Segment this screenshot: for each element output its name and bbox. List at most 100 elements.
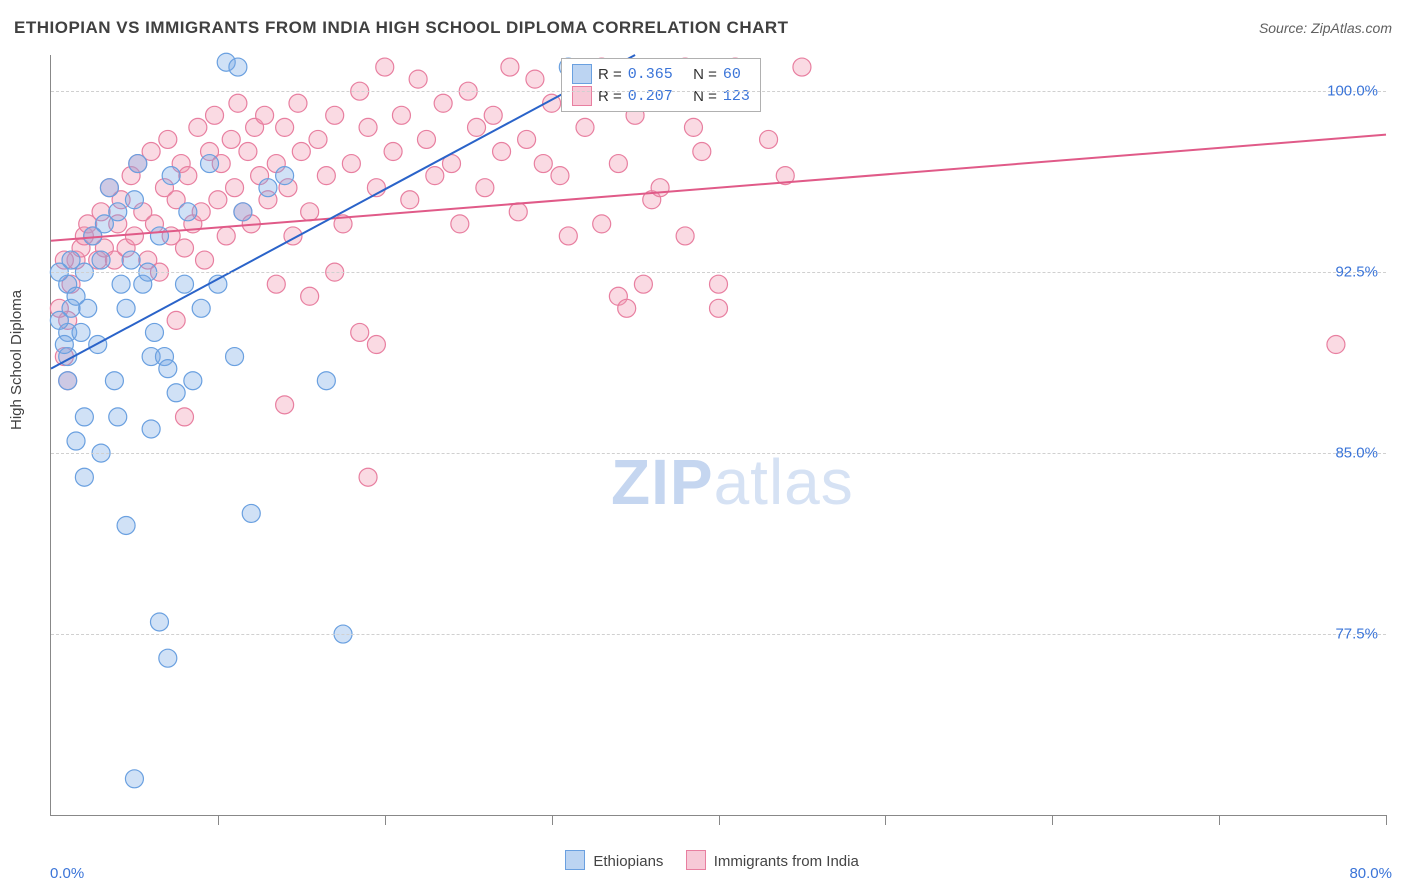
data-point bbox=[359, 118, 377, 136]
data-point bbox=[239, 143, 257, 161]
x-tick bbox=[1052, 815, 1053, 825]
n-value-india: 123 bbox=[723, 88, 750, 105]
data-point bbox=[150, 227, 168, 245]
data-point bbox=[317, 167, 335, 185]
data-point bbox=[417, 130, 435, 148]
data-point bbox=[684, 118, 702, 136]
x-label-min: 0.0% bbox=[50, 865, 84, 882]
x-tick bbox=[552, 815, 553, 825]
swatch-india bbox=[572, 86, 592, 106]
data-point bbox=[59, 372, 77, 390]
data-point bbox=[409, 70, 427, 88]
data-point bbox=[117, 516, 135, 534]
y-tick-label: 77.5% bbox=[1335, 626, 1378, 643]
data-point bbox=[100, 179, 118, 197]
grid-line bbox=[51, 272, 1386, 273]
x-tick bbox=[218, 815, 219, 825]
data-point bbox=[222, 130, 240, 148]
data-point bbox=[392, 106, 410, 124]
data-point bbox=[760, 130, 778, 148]
grid-line bbox=[51, 634, 1386, 635]
data-point bbox=[276, 118, 294, 136]
data-point bbox=[518, 130, 536, 148]
source-label: Source: ZipAtlas.com bbox=[1259, 20, 1392, 36]
data-point bbox=[167, 384, 185, 402]
data-point bbox=[125, 227, 143, 245]
data-point bbox=[109, 408, 127, 426]
data-point bbox=[676, 227, 694, 245]
data-point bbox=[593, 215, 611, 233]
data-point bbox=[167, 311, 185, 329]
n-label: N = bbox=[693, 88, 717, 105]
data-point bbox=[189, 118, 207, 136]
data-point bbox=[468, 118, 486, 136]
data-point bbox=[122, 251, 140, 269]
data-point bbox=[176, 408, 194, 426]
data-point bbox=[534, 155, 552, 173]
data-point bbox=[67, 432, 85, 450]
data-point bbox=[501, 58, 519, 76]
y-axis-title: High School Diploma bbox=[8, 290, 25, 430]
data-point bbox=[301, 287, 319, 305]
data-point bbox=[309, 130, 327, 148]
data-point bbox=[559, 227, 577, 245]
data-point bbox=[209, 191, 227, 209]
x-tick bbox=[385, 815, 386, 825]
data-point bbox=[75, 468, 93, 486]
data-point bbox=[267, 275, 285, 293]
data-point bbox=[342, 155, 360, 173]
data-point bbox=[117, 299, 135, 317]
data-point bbox=[359, 468, 377, 486]
data-point bbox=[55, 336, 73, 354]
data-point bbox=[693, 143, 711, 161]
data-point bbox=[142, 420, 160, 438]
data-point bbox=[493, 143, 511, 161]
data-point bbox=[162, 167, 180, 185]
plot-svg bbox=[51, 55, 1386, 815]
data-point bbox=[292, 143, 310, 161]
swatch-india-bottom bbox=[686, 850, 706, 870]
legend-row-ethiopians: R = 0.365 N = 60 bbox=[572, 63, 750, 85]
data-point bbox=[256, 106, 274, 124]
data-point bbox=[105, 372, 123, 390]
data-point bbox=[609, 155, 627, 173]
data-point bbox=[196, 251, 214, 269]
data-point bbox=[651, 179, 669, 197]
data-point bbox=[576, 118, 594, 136]
data-point bbox=[710, 299, 728, 317]
chart-container: ETHIOPIAN VS IMMIGRANTS FROM INDIA HIGH … bbox=[0, 0, 1406, 892]
data-point bbox=[259, 179, 277, 197]
data-point bbox=[793, 58, 811, 76]
data-point bbox=[159, 130, 177, 148]
data-point bbox=[179, 167, 197, 185]
data-point bbox=[710, 275, 728, 293]
data-point bbox=[376, 58, 394, 76]
data-point bbox=[242, 504, 260, 522]
data-point bbox=[176, 275, 194, 293]
y-tick-label: 100.0% bbox=[1327, 83, 1378, 100]
data-point bbox=[159, 649, 177, 667]
data-point bbox=[226, 179, 244, 197]
data-point bbox=[618, 299, 636, 317]
grid-line bbox=[51, 453, 1386, 454]
data-point bbox=[159, 360, 177, 378]
legend-label-ethiopians: Ethiopians bbox=[593, 853, 663, 870]
data-point bbox=[145, 323, 163, 341]
chart-title: ETHIOPIAN VS IMMIGRANTS FROM INDIA HIGH … bbox=[14, 18, 789, 38]
n-label: N = bbox=[693, 66, 717, 83]
x-label-max: 80.0% bbox=[1349, 865, 1392, 882]
data-point bbox=[75, 408, 93, 426]
data-point bbox=[317, 372, 335, 390]
data-point bbox=[201, 155, 219, 173]
data-point bbox=[92, 251, 110, 269]
data-point bbox=[351, 323, 369, 341]
data-point bbox=[109, 203, 127, 221]
data-point bbox=[367, 336, 385, 354]
data-point bbox=[192, 299, 210, 317]
y-tick-label: 85.0% bbox=[1335, 445, 1378, 462]
x-tick bbox=[885, 815, 886, 825]
data-point bbox=[125, 191, 143, 209]
y-tick-label: 92.5% bbox=[1335, 264, 1378, 281]
data-point bbox=[1327, 336, 1345, 354]
data-point bbox=[384, 143, 402, 161]
